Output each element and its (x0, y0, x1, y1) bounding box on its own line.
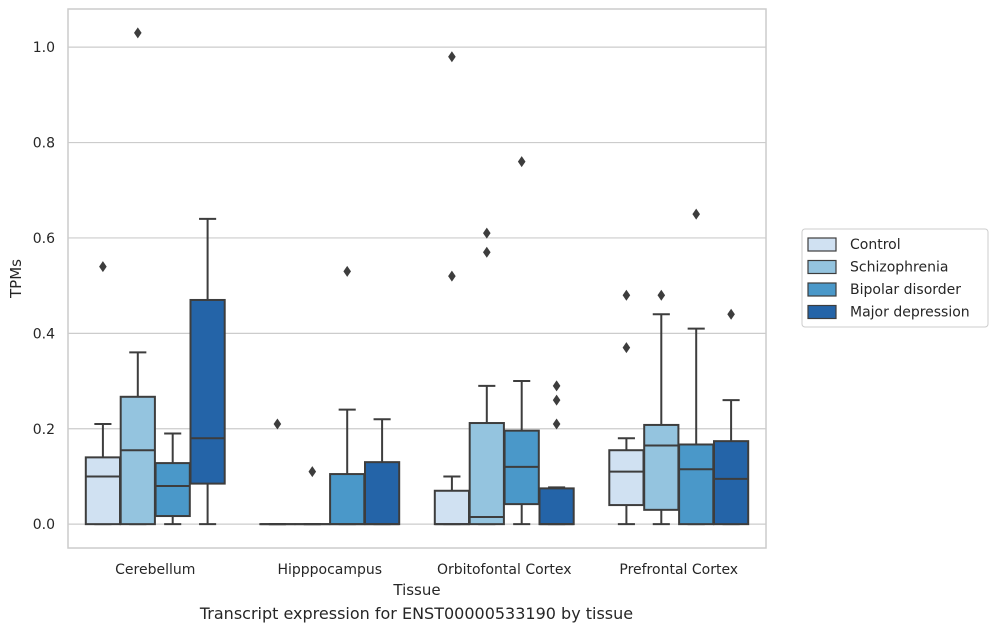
box (678, 443, 715, 526)
x-tick-label: Prefrontal Cortex (619, 562, 738, 578)
legend-label: Schizophrenia (850, 260, 948, 276)
box-2-2 (503, 156, 540, 526)
outlier-point (622, 342, 631, 354)
outlier-point (517, 156, 526, 168)
box-2-0 (433, 51, 471, 526)
legend-swatch (807, 304, 837, 320)
legend-box (801, 228, 989, 328)
y-axis-label: TPMs (7, 259, 25, 299)
box-1-3 (363, 418, 401, 526)
legend-swatch (807, 282, 837, 297)
box-2-3 (538, 380, 575, 526)
y-tick-label: 0.0 (33, 517, 55, 533)
outlier-point (134, 27, 142, 39)
legend-swatch (807, 259, 837, 275)
box (712, 440, 750, 526)
x-axis-label: Tissue (392, 581, 440, 599)
box (119, 395, 156, 526)
box (538, 487, 575, 526)
legend-swatch (807, 237, 837, 252)
y-tick-label: 0.8 (33, 136, 55, 152)
box-3-3 (712, 308, 750, 526)
outlier-point (727, 308, 735, 320)
box (363, 461, 401, 526)
box-1-2 (329, 265, 366, 526)
box (189, 298, 226, 485)
outlier-point (343, 265, 351, 277)
box-0-1 (119, 27, 156, 526)
y-tick-label: 0.4 (33, 326, 55, 342)
legend-label: Bipolar disorder (850, 282, 961, 298)
outlier-point (483, 227, 491, 239)
outlier-point (552, 380, 561, 392)
box (329, 473, 366, 526)
outlier-point (99, 261, 107, 273)
outlier-point (483, 246, 491, 258)
legend-label: Major depression (850, 305, 970, 321)
box-3-2 (678, 208, 715, 526)
outlier-point (622, 289, 631, 301)
box (643, 423, 680, 511)
outlier-point (273, 418, 282, 430)
outlier-point (692, 208, 700, 220)
outlier-point (657, 289, 666, 301)
x-tick-label: Orbitofontal Cortex (437, 562, 572, 578)
figure-caption: Transcript expression for ENST0000053319… (199, 604, 634, 623)
box (84, 456, 122, 526)
box-3-1 (643, 289, 680, 526)
box-0-2 (154, 432, 191, 526)
outlier-point (552, 394, 561, 406)
x-tick-label: Cerebellum (115, 562, 195, 578)
box (608, 449, 645, 507)
x-tick-label: Hipppocampus (277, 562, 382, 578)
box (154, 462, 191, 518)
outlier-point (448, 51, 456, 63)
box-0-3 (189, 217, 226, 526)
y-tick-label: 0.2 (33, 422, 55, 438)
y-tick-label: 0.6 (33, 231, 55, 247)
y-tick-label: 1.0 (33, 40, 55, 56)
box-plot-chart: 0.0 0.2 0.4 0.6 0.8 1.0 Cerebellum Hipppocampus… (7, 8, 989, 599)
legend-label: Control (850, 237, 901, 253)
outlier-point (552, 418, 561, 430)
plot-frame (67, 8, 767, 549)
box-0-0 (84, 261, 122, 526)
outlier-point (448, 270, 456, 282)
box (433, 489, 471, 526)
box (468, 422, 505, 526)
outlier-point (308, 466, 317, 478)
